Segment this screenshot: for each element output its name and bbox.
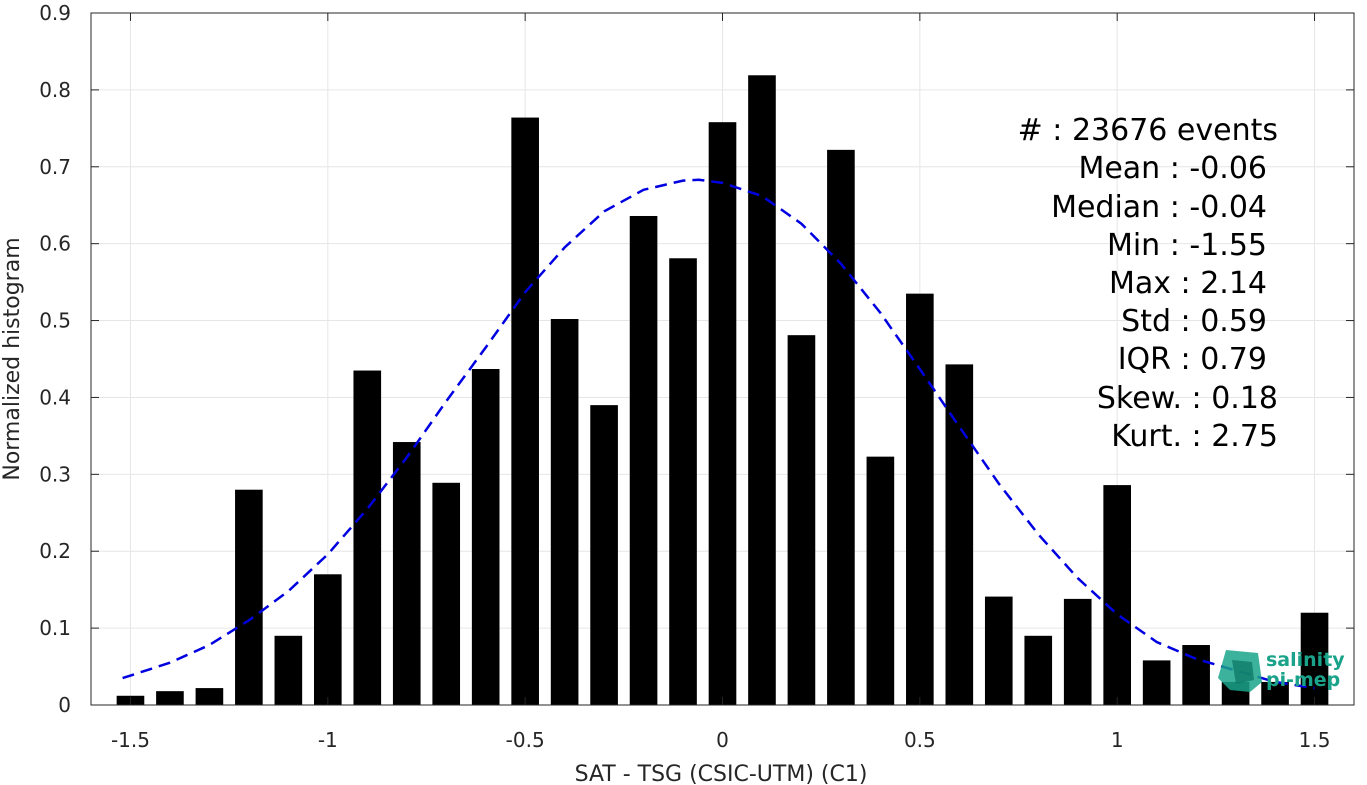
histogram-bars [116, 75, 1329, 705]
stat-line: Kurt. : 2.75 [1111, 419, 1278, 454]
x-tick-label: 1.5 [1299, 728, 1331, 752]
histogram-bar [590, 405, 618, 705]
stat-line: # : 23676 events [1018, 113, 1278, 148]
histogram-bar [708, 122, 737, 705]
histogram-bar [629, 215, 658, 705]
histogram-bar [392, 442, 421, 705]
x-axis-label: SAT - TSG (CSIC-UTM) (C1) [575, 762, 868, 785]
histogram-bar [748, 75, 776, 705]
histogram-bar [1300, 612, 1329, 705]
x-tick-label: 1 [1111, 728, 1124, 752]
x-tick-label: -1 [318, 728, 338, 752]
y-tick-label: 0.6 [39, 232, 71, 256]
histogram-bar [1024, 635, 1053, 705]
logo-line2: pi-mep [1266, 669, 1340, 691]
x-tick-label: -1.5 [111, 728, 150, 752]
logo-line1: salinity [1266, 649, 1345, 671]
histogram-bar [1063, 598, 1092, 705]
stat-line: Min : -1.55 [1107, 228, 1267, 263]
histogram-bar [432, 482, 461, 705]
histogram-bar [1103, 485, 1132, 705]
stat-line: IQR : 0.79 [1118, 342, 1267, 377]
stat-line: Skew. : 0.18 [1097, 381, 1278, 416]
histogram-bar [787, 335, 816, 705]
histogram-bar [195, 688, 224, 705]
histogram-bar [827, 149, 855, 705]
salinity-pimep-logo: salinity pi-mep [1218, 649, 1345, 692]
histogram-bar [550, 319, 579, 705]
stat-line: Mean : -0.06 [1078, 151, 1267, 186]
y-tick-label: 0.9 [39, 1, 71, 25]
x-tick-label: 0 [716, 728, 729, 752]
y-tick-label: 0.7 [39, 155, 71, 179]
stat-line: Median : -0.04 [1051, 190, 1267, 225]
histogram-bar [274, 635, 303, 705]
histogram-bar [669, 258, 697, 705]
histogram-bar [906, 293, 934, 705]
histogram-bar [945, 364, 974, 705]
axis-ticks [91, 12, 1354, 706]
y-tick-label: 0.2 [39, 539, 71, 563]
y-tick-label: 0.8 [39, 78, 71, 102]
histogram-bar [235, 489, 263, 705]
x-tick-label: -0.5 [506, 728, 545, 752]
y-tick-label: 0.5 [39, 309, 71, 333]
histogram-bar [471, 368, 500, 705]
histogram-bar [156, 691, 184, 705]
histogram-bar [984, 596, 1013, 705]
stat-line: Max : 2.14 [1109, 266, 1267, 301]
y-tick-label: 0.1 [39, 616, 71, 640]
histogram-bar [353, 370, 382, 705]
histogram-bar [866, 456, 895, 705]
x-tick-labels: -1.5 -1 -0.5 0 0.5 1 1.5 [111, 728, 1330, 752]
histogram-bar [1142, 660, 1171, 705]
y-axis-label: Normalized histogram [0, 237, 25, 480]
y-tick-label: 0 [58, 693, 71, 717]
stat-line: Std : 0.59 [1121, 304, 1267, 339]
y-tick-label: 0.4 [39, 385, 71, 409]
x-tick-label: 0.5 [904, 728, 936, 752]
y-tick-label: 0.3 [39, 462, 71, 486]
y-tick-labels: 0 0.1 0.2 0.3 0.4 0.5 0.6 0.7 0.8 0.9 [39, 1, 71, 717]
histogram-bar [511, 117, 539, 705]
histogram-bar [313, 574, 342, 705]
gaussian-fit-curve [122, 178, 1315, 690]
histogram-bar [1261, 681, 1289, 705]
